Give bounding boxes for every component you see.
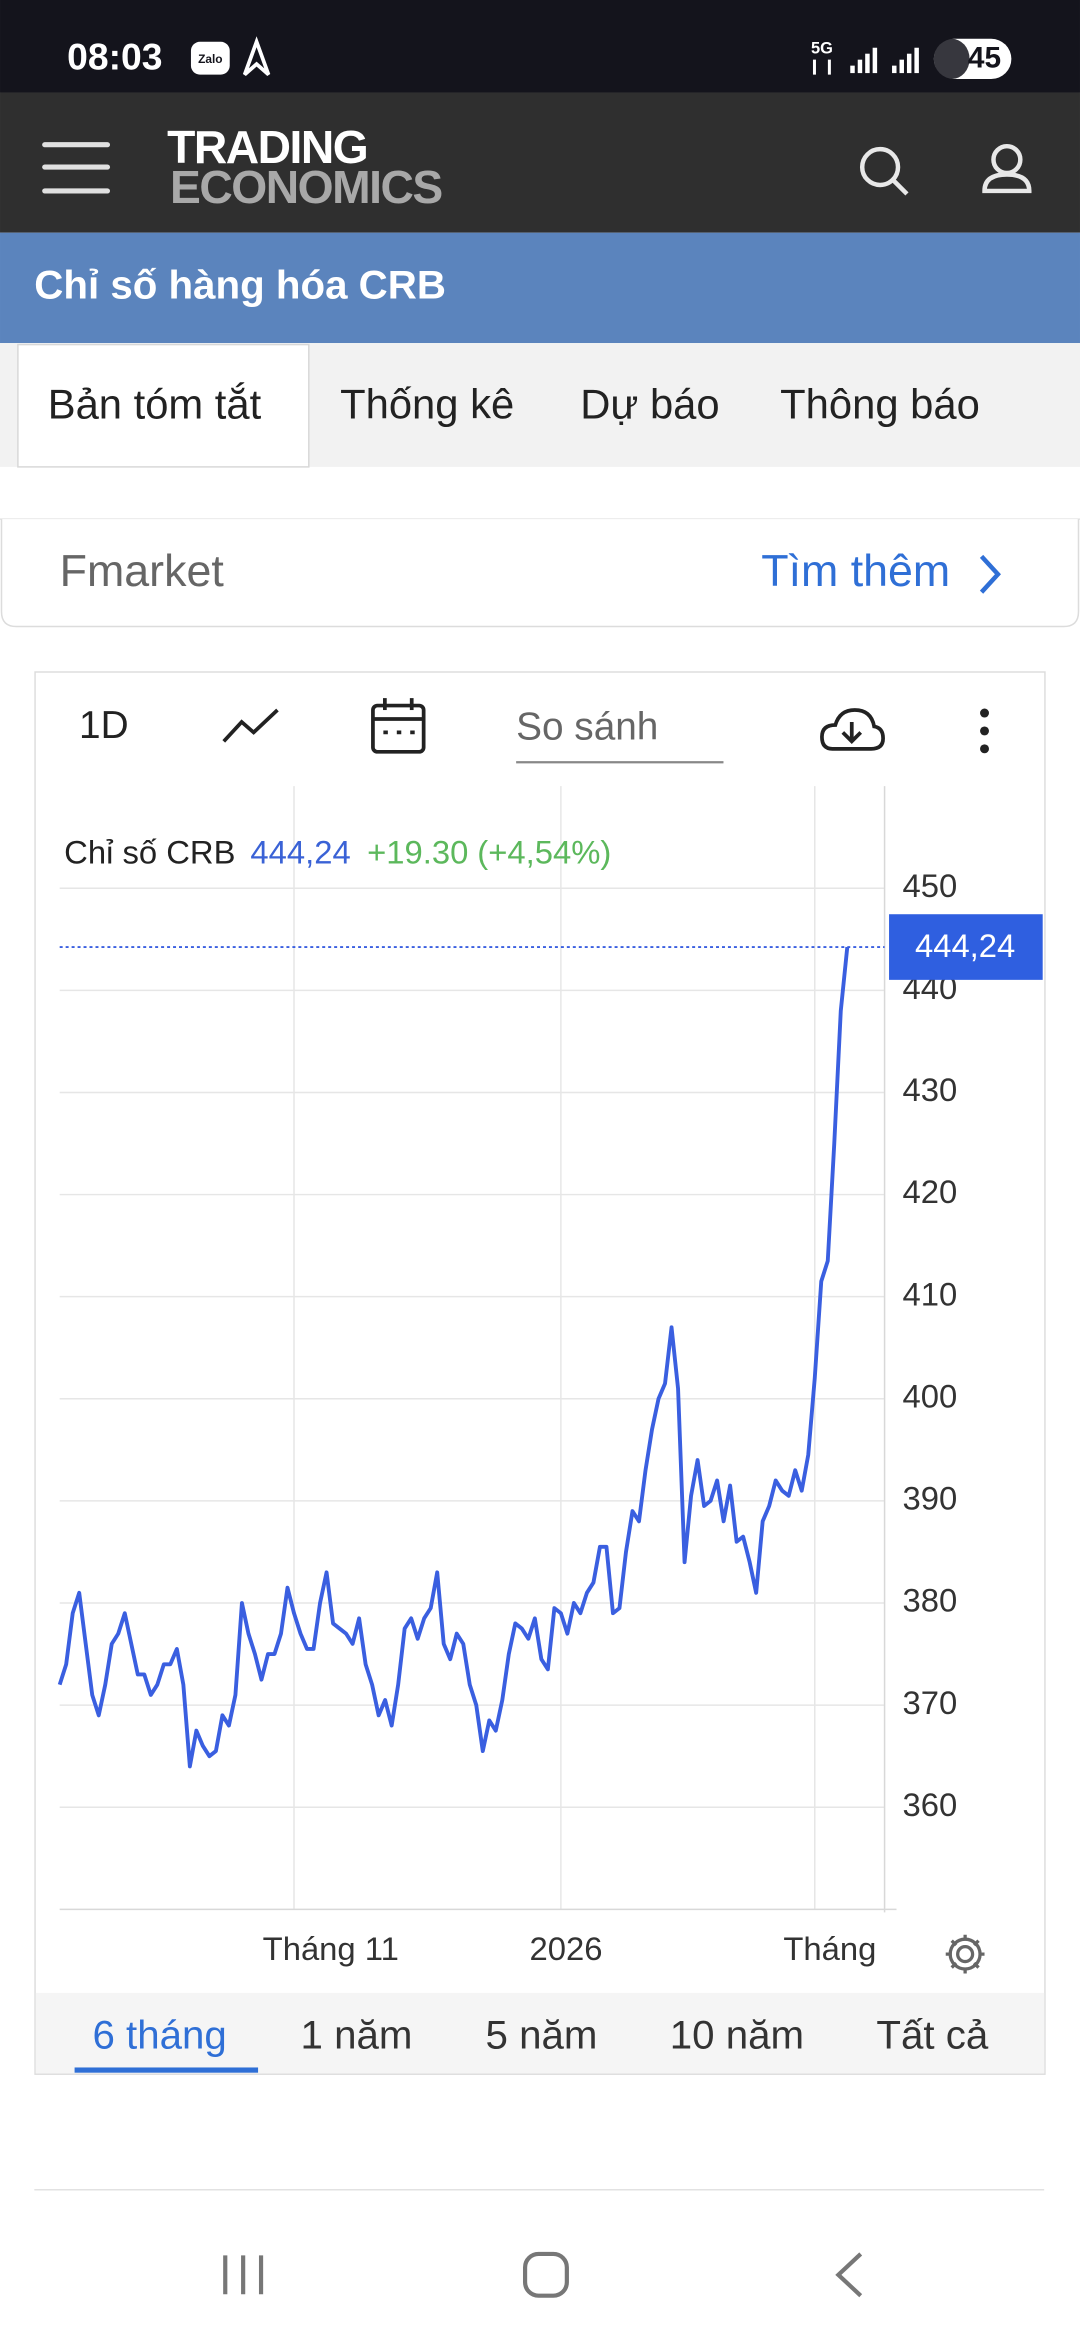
promo-chevron[interactable]	[979, 554, 1001, 594]
y-tick-label: 420	[902, 1173, 957, 1210]
status-bar	[0, 0, 1080, 93]
legend-series-name: Chỉ số CRB	[64, 833, 235, 870]
logo-top[interactable]: TRADING	[167, 121, 369, 173]
logo-bottom[interactable]: ECONOMICS	[170, 161, 444, 213]
y-tick-label: 410	[902, 1275, 957, 1312]
battery-label: 45	[968, 42, 1001, 75]
nav-icon	[242, 36, 271, 76]
x-axis-labels: Tháng 11 2026 Tháng	[263, 1930, 877, 1967]
y-tick-label: 430	[902, 1071, 957, 1108]
signal-icons	[850, 47, 919, 74]
x-tick-label: Tháng	[783, 1930, 876, 1967]
chart-type-button[interactable]	[222, 708, 279, 743]
range-button[interactable]: 6 tháng	[92, 2012, 226, 2057]
last-value-tag-label: 444,24	[915, 927, 1015, 964]
y-tick-label: 450	[902, 867, 957, 904]
page-title: Chỉ số hàng hóa CRB	[34, 263, 446, 308]
last-value-tag	[889, 914, 1043, 980]
promo-card	[0, 519, 1080, 628]
tab[interactable]: Bản tóm tắt	[48, 380, 262, 427]
menu-button[interactable]	[42, 142, 111, 194]
account-button[interactable]	[982, 143, 1032, 194]
back-button[interactable]	[835, 2252, 863, 2298]
system-nav	[223, 2251, 863, 2298]
range-button[interactable]: 5 năm	[486, 2012, 598, 2057]
tab[interactable]: Dự báo	[580, 380, 719, 427]
x-tick-label: Tháng 11	[263, 1930, 399, 1967]
app-header	[0, 92, 1080, 233]
y-tick-label: 400	[902, 1377, 957, 1414]
settings-button[interactable]	[945, 1934, 985, 1974]
more-button[interactable]	[980, 708, 989, 754]
home-button[interactable]	[522, 2251, 569, 2298]
network-label: 5G	[811, 40, 833, 58]
legend-last-value: 444,24	[250, 833, 350, 870]
promo-name: Fmarket	[60, 546, 225, 596]
y-tick-label: 390	[902, 1480, 957, 1517]
recent-apps-button[interactable]	[223, 2255, 264, 2295]
range-button[interactable]: 1 năm	[301, 2012, 413, 2057]
y-tick-label: 370	[902, 1684, 957, 1721]
tab[interactable]: Thông báo	[780, 380, 980, 427]
search-button[interactable]	[859, 146, 909, 196]
app-icon-label: Zalo	[198, 52, 223, 66]
range-button[interactable]: Tất cả	[876, 2012, 988, 2057]
price-line	[57, 946, 850, 1769]
y-tick-label: 360	[902, 1786, 957, 1823]
interval-button[interactable]: 1D	[79, 704, 129, 747]
range-bar	[35, 1992, 1045, 2074]
calendar-button[interactable]	[371, 698, 426, 754]
legend-change-percent: (+4,54%)	[477, 833, 611, 870]
network-arrows	[812, 59, 831, 75]
tab[interactable]: Thống kê	[340, 380, 514, 427]
range-button[interactable]: 10 năm	[670, 2012, 804, 2057]
y-tick-label: 380	[902, 1582, 957, 1619]
app-icon	[190, 41, 230, 75]
compare-input[interactable]: So sánh	[516, 706, 658, 749]
status-time: 08:03	[67, 36, 162, 78]
title-bar	[0, 232, 1080, 344]
x-tick-label: 2026	[530, 1930, 603, 1967]
legend-change: +19.30	[367, 833, 468, 870]
download-button[interactable]	[820, 708, 885, 751]
chart-card	[34, 671, 1046, 2075]
battery-level	[933, 38, 970, 80]
active-tab	[17, 343, 310, 468]
promo-link[interactable]: Tìm thêm	[761, 546, 950, 596]
range-selected-indicator	[74, 2067, 259, 2073]
